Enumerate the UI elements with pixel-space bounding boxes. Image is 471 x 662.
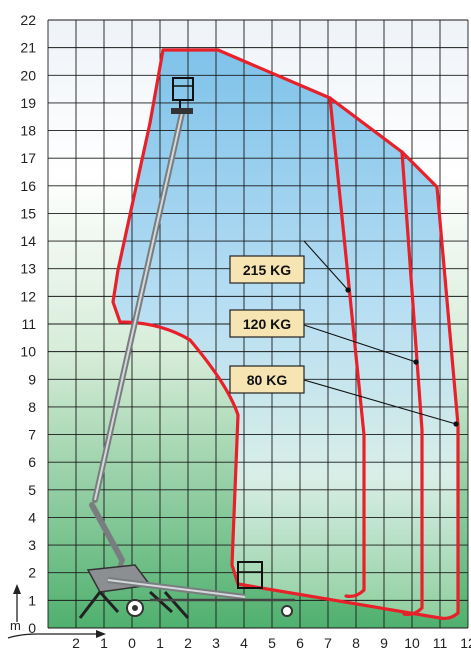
lower-boom	[89, 502, 125, 563]
x-tick-label: 1	[156, 635, 164, 651]
x-tick-label: 6	[296, 635, 304, 651]
x-tick-label: 2	[184, 635, 192, 651]
aerial-platform-illustration	[78, 77, 295, 619]
main-boom-highlight	[94, 112, 183, 501]
stowed-basket	[237, 561, 263, 589]
y-tick-label: 2	[28, 565, 36, 581]
y-tick-label: 1	[28, 592, 36, 608]
load-label-120kg: 120 KG	[229, 309, 305, 338]
load-label-80kg: 80 KG	[229, 365, 305, 394]
load-label-text: 80 KG	[247, 372, 288, 388]
y-tick-label: 4	[28, 509, 36, 525]
leader-215kg	[303, 240, 349, 291]
envelope-outline-215kg	[400, 150, 424, 616]
raised-basket-floor	[171, 108, 193, 114]
envelope-outlines	[111, 48, 460, 621]
x-tick-label: 4	[240, 635, 248, 651]
axis-unit-label: m	[10, 618, 21, 633]
y-tick-label: 9	[28, 371, 36, 387]
leader-80kg	[303, 379, 457, 425]
raised-basket	[172, 77, 194, 101]
envelope-outline-80kg	[111, 48, 460, 621]
y-tick-label: 11	[21, 316, 36, 332]
y-tick-label: 15	[20, 205, 36, 221]
x-tick-label: 7	[324, 635, 332, 651]
label-leaders	[303, 240, 457, 425]
y-tick-label: 5	[28, 482, 36, 498]
load-label-text: 120 KG	[243, 316, 291, 332]
y-tick-label: 17	[20, 150, 36, 166]
jockey-wheel	[281, 605, 293, 617]
y-tick-label: 22	[20, 12, 36, 28]
x-tick-label: 12	[460, 635, 471, 651]
leader-dot-80kg	[453, 421, 459, 427]
y-tick-label: 0	[28, 620, 36, 636]
y-tick-label: 21	[20, 40, 36, 56]
load-label-215kg: 215 KG	[229, 255, 305, 284]
y-tick-label: 12	[20, 288, 36, 304]
x-tick-label: 5	[268, 635, 276, 651]
x-tick-label: 0	[128, 635, 136, 651]
horizontal-arrow	[7, 633, 100, 639]
outrigger-rear	[78, 591, 102, 619]
y-tick-label: 3	[28, 537, 36, 553]
y-tick-label: 13	[20, 261, 36, 277]
y-tick-label: 16	[20, 178, 36, 194]
x-tick-label: 2	[72, 635, 80, 651]
x-tick-label: 10	[404, 635, 420, 651]
y-tick-label: 19	[20, 95, 36, 111]
y-tick-label: 8	[28, 399, 36, 415]
y-tick-label: 18	[20, 123, 36, 139]
leader-120kg	[303, 324, 417, 363]
y-tick-label: 7	[28, 427, 36, 443]
leader-dot-120kg	[413, 359, 419, 365]
x-tick-label: 3	[212, 635, 220, 651]
x-tick-label: 8	[352, 635, 360, 651]
x-tick-label: 9	[380, 635, 388, 651]
y-tick-label: 6	[28, 454, 36, 470]
outrigger-front	[148, 590, 174, 614]
axis-arrows: m	[7, 584, 106, 639]
load-label-text: 215 KG	[243, 262, 291, 278]
x-tick-label: 11	[433, 635, 448, 651]
y-tick-label: 10	[20, 344, 36, 360]
y-tick-label: 14	[20, 233, 36, 249]
leader-dot-215kg	[345, 287, 351, 293]
envelope-outline-120kg	[328, 96, 366, 598]
y-tick-label: 20	[20, 67, 36, 83]
x-tick-label: 1	[100, 635, 108, 651]
